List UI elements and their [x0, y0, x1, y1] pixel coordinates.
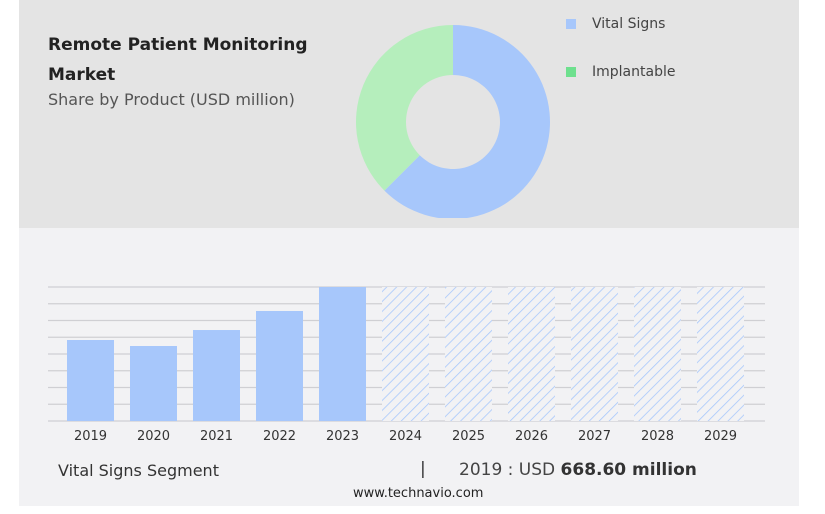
separator: | — [420, 459, 426, 479]
legend-label: Implantable — [592, 64, 676, 80]
x-tick-label: 2024 — [389, 429, 422, 444]
chart-title: Remote Patient Monitoring Market — [48, 35, 308, 85]
bar-2019 — [67, 339, 114, 421]
bar-forecast-2024 — [382, 287, 429, 421]
legend-swatch — [566, 19, 576, 29]
donut-chart — [356, 24, 550, 218]
bar-forecast-2029 — [697, 287, 744, 421]
x-tick-label: 2028 — [641, 429, 674, 444]
x-tick-label: 2020 — [137, 429, 170, 444]
x-tick-label: 2025 — [452, 429, 485, 444]
legend-label: Vital Signs — [592, 16, 666, 32]
x-tick-label: 2022 — [263, 429, 296, 444]
bar-2021 — [193, 330, 240, 421]
value-prefix: 2019 : USD — [459, 460, 556, 480]
x-tick-labels: 2019 2020 2021 2022 2023 2024 2025 2026 2027 2028… — [74, 429, 737, 444]
donut-slice-implantable — [356, 24, 453, 191]
chart-subtitle: Share by Product (USD million) — [48, 90, 295, 109]
bar-2023 — [319, 287, 366, 421]
x-tick-label: 2023 — [326, 429, 359, 444]
x-tick-label: 2027 — [578, 429, 611, 444]
bar-forecast-2027 — [571, 287, 618, 421]
bar-2020 — [130, 346, 177, 421]
x-tick-label: 2021 — [200, 429, 233, 444]
x-tick-label: 2029 — [704, 429, 737, 444]
legend-swatch — [566, 67, 576, 77]
donut-slice-vital-signs — [384, 25, 550, 218]
segment-value: 2019 : USD 668.60 million — [459, 460, 697, 480]
source-link[interactable]: www.technavio.com — [353, 486, 484, 501]
segment-label: Vital Signs Segment — [58, 461, 219, 480]
bar-forecast-2026 — [508, 287, 555, 421]
bar-forecast-2028 — [634, 287, 681, 421]
x-tick-label: 2026 — [515, 429, 548, 444]
bar-forecast-2025 — [445, 287, 492, 421]
x-tick-label: 2019 — [74, 429, 107, 444]
value-amount: 668.60 million — [560, 460, 697, 480]
bar-2022 — [256, 310, 303, 421]
bars — [67, 287, 744, 421]
legend-item-vital-signs: Vital Signs — [566, 16, 665, 32]
legend-item-implantable: Implantable — [566, 64, 675, 80]
